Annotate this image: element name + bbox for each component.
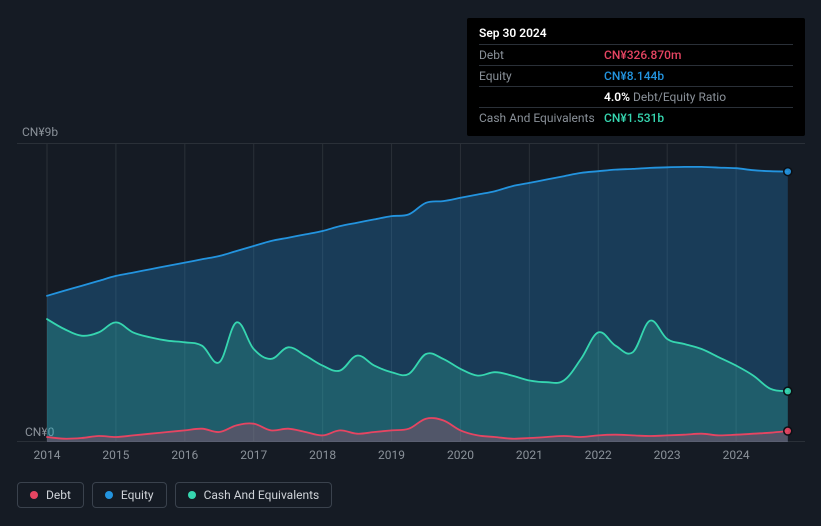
tooltip-value: CN¥1.531b [604, 111, 664, 125]
tooltip-value: CN¥8.144b [604, 69, 664, 83]
x-axis-tick-label: 2015 [102, 448, 129, 462]
tooltip-value: CN¥326.870m [604, 48, 681, 62]
x-axis-tick-label: 2020 [447, 448, 474, 462]
legend-dot-icon [105, 491, 113, 499]
x-axis-tick-label: 2024 [723, 448, 750, 462]
x-axis-tick-label: 2017 [240, 448, 267, 462]
legend-label: Debt [46, 488, 71, 502]
x-axis-tick-label: 2023 [654, 448, 681, 462]
x-axis-tick-label: 2021 [516, 448, 543, 462]
legend-label: Cash And Equivalents [204, 488, 320, 502]
tooltip-label: Debt [479, 48, 604, 62]
legend-label: Equity [121, 488, 154, 502]
x-axis-tick-label: 2014 [34, 448, 61, 462]
x-axis-tick-label: 2019 [378, 448, 405, 462]
area-chart[interactable] [17, 143, 805, 442]
chart-tooltip: Sep 30 2024 Debt CN¥326.870m Equity CN¥8… [467, 18, 805, 136]
x-axis-tick-label: 2022 [585, 448, 612, 462]
legend-dot-icon [30, 491, 38, 499]
tooltip-label [479, 90, 604, 104]
x-axis-tick-label: 2018 [309, 448, 336, 462]
legend-item-debt[interactable]: Debt [17, 482, 84, 508]
tooltip-label: Cash And Equivalents [479, 111, 604, 125]
tooltip-row-debt: Debt CN¥326.870m [479, 44, 793, 65]
x-axis-tick-label: 2016 [171, 448, 198, 462]
legend: Debt Equity Cash And Equivalents [17, 482, 332, 508]
legend-item-equity[interactable]: Equity [92, 482, 167, 508]
y-axis-max-label: CN¥9b [22, 125, 58, 139]
tooltip-row-ratio: 4.0% Debt/Equity Ratio [479, 86, 793, 107]
tooltip-value: 4.0% Debt/Equity Ratio [604, 90, 726, 104]
chart-svg [17, 143, 805, 442]
tooltip-date: Sep 30 2024 [479, 26, 793, 44]
legend-item-cash[interactable]: Cash And Equivalents [175, 482, 333, 508]
legend-dot-icon [188, 491, 196, 499]
tooltip-label: Equity [479, 69, 604, 83]
tooltip-row-cash: Cash And Equivalents CN¥1.531b [479, 107, 793, 128]
tooltip-row-equity: Equity CN¥8.144b [479, 65, 793, 86]
